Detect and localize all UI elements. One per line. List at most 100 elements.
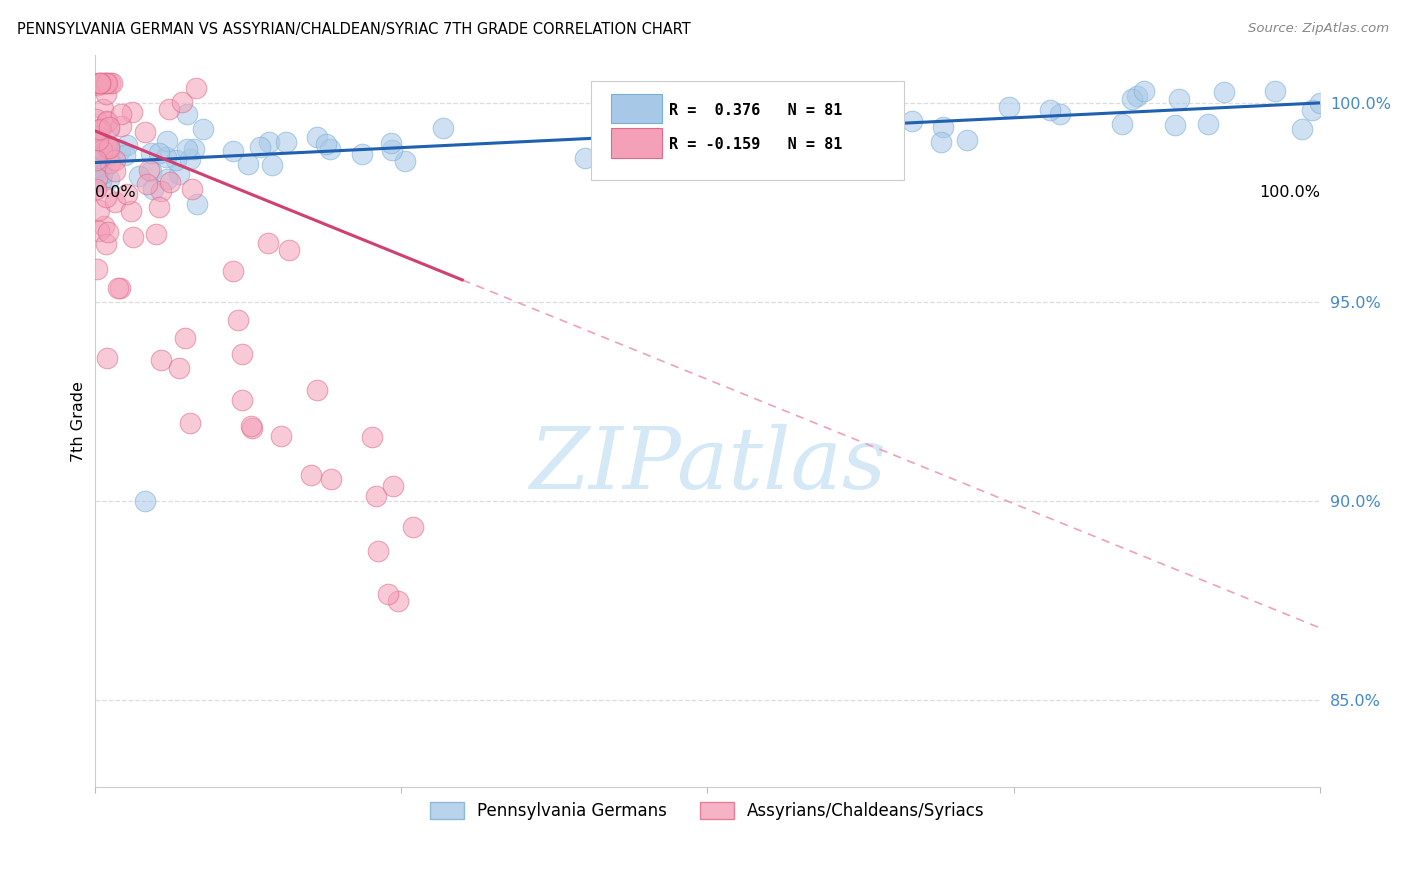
Point [121, 230, 143, 244]
Point [96, 113, 118, 128]
Point [350, 146, 373, 161]
Point [96, 115, 118, 129]
Point [114, 148, 136, 162]
Point [174, 331, 197, 345]
Point [780, 101, 803, 115]
Point [148, 146, 170, 161]
Point [387, 594, 409, 608]
Point [228, 313, 250, 327]
Point [108, 280, 131, 294]
Point [97, 172, 120, 186]
Point [278, 244, 301, 258]
Point [671, 105, 693, 120]
Point [256, 235, 278, 250]
Point [402, 520, 425, 534]
FancyBboxPatch shape [591, 81, 904, 179]
Point [84, 163, 107, 178]
Point [83, 161, 105, 175]
Point [86, 129, 108, 144]
Point [86, 133, 108, 147]
Point [222, 264, 245, 278]
Point [1111, 118, 1133, 132]
Point [96, 141, 118, 155]
FancyBboxPatch shape [610, 128, 662, 158]
Point [87, 78, 110, 92]
Point [394, 154, 416, 169]
Point [84, 182, 107, 196]
Point [142, 182, 165, 196]
Y-axis label: 7th Grade: 7th Grade [72, 381, 86, 461]
Point [868, 133, 890, 147]
Point [929, 135, 952, 149]
Point [104, 153, 127, 168]
Point [315, 136, 337, 151]
Point [299, 467, 322, 482]
Point [110, 106, 132, 120]
Point [830, 129, 852, 144]
Point [103, 164, 125, 178]
Point [799, 138, 821, 153]
Point [183, 142, 205, 156]
Point [100, 76, 122, 90]
Point [156, 134, 179, 148]
Point [785, 122, 807, 136]
Point [381, 143, 404, 157]
Point [432, 120, 454, 135]
Point [134, 493, 156, 508]
Point [107, 281, 129, 295]
Point [620, 120, 643, 135]
Point [932, 120, 955, 135]
Point [90, 174, 112, 188]
Point [94, 76, 117, 90]
Point [145, 227, 167, 241]
Point [138, 163, 160, 178]
Point [87, 76, 110, 90]
Point [86, 130, 108, 145]
Point [83, 160, 105, 174]
Point [91, 143, 114, 157]
Point [141, 164, 163, 178]
Point [249, 139, 271, 153]
Point [259, 135, 281, 149]
Point [240, 419, 263, 434]
Point [231, 347, 253, 361]
Point [96, 137, 118, 152]
Point [136, 177, 159, 191]
Point [121, 104, 143, 119]
Point [231, 392, 253, 407]
Point [108, 143, 131, 157]
Point [94, 237, 117, 252]
Point [364, 489, 387, 503]
Point [1125, 88, 1147, 103]
Text: R = -0.159   N = 81: R = -0.159 N = 81 [669, 137, 842, 152]
Point [84, 112, 107, 126]
Text: ZIPatlas: ZIPatlas [529, 424, 886, 507]
Point [93, 76, 115, 90]
Point [176, 142, 198, 156]
Point [1213, 85, 1236, 99]
Point [807, 136, 830, 151]
Point [98, 76, 121, 90]
Point [134, 125, 156, 139]
Point [862, 103, 884, 117]
Point [780, 130, 803, 145]
Point [1309, 95, 1331, 110]
Point [1049, 107, 1071, 121]
Point [236, 157, 259, 171]
Point [319, 472, 342, 486]
Point [89, 76, 111, 90]
Point [1264, 84, 1286, 98]
Point [307, 384, 329, 398]
Point [97, 225, 120, 239]
Point [90, 167, 112, 181]
Point [1164, 118, 1187, 132]
Point [96, 351, 118, 366]
Point [382, 479, 405, 493]
Point [574, 151, 596, 165]
Point [94, 87, 117, 101]
Point [998, 100, 1021, 114]
Point [86, 148, 108, 162]
Point [91, 102, 114, 116]
Point [319, 142, 342, 156]
Point [186, 197, 208, 211]
